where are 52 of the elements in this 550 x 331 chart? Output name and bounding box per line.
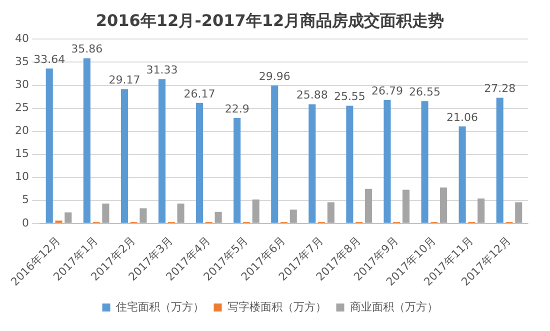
bar	[120, 89, 128, 223]
y-tick-label: 40	[14, 32, 29, 46]
data-label: 27.28	[484, 82, 516, 96]
data-label: 29.17	[108, 73, 140, 86]
bar	[140, 208, 147, 223]
data-label: 21.06	[446, 110, 478, 124]
data-label: 25.55	[334, 90, 366, 104]
data-label: 26.79	[371, 84, 403, 98]
bar	[234, 118, 241, 223]
data-label: 29.96	[258, 70, 290, 83]
bar	[271, 85, 278, 223]
bar	[196, 102, 204, 223]
bar	[64, 212, 72, 223]
bar	[177, 204, 184, 223]
legend-label: 商业面积（万方）	[350, 300, 438, 314]
bar	[421, 101, 428, 223]
data-label: 31.33	[146, 63, 178, 76]
bar	[327, 202, 334, 223]
bar	[214, 212, 222, 223]
bar	[384, 100, 391, 223]
data-label: 26.55	[409, 86, 441, 99]
bar	[440, 187, 448, 223]
bar	[364, 188, 372, 223]
bar	[402, 190, 410, 223]
y-tick-label: 30	[14, 78, 29, 92]
bar	[496, 98, 504, 223]
bar	[252, 199, 260, 223]
data-label: 22.9	[224, 102, 250, 116]
y-tick-label: 15	[14, 147, 29, 160]
y-tick-label: 25	[14, 101, 29, 114]
y-tick-label: 5	[22, 193, 29, 206]
data-label: 26.17	[184, 87, 216, 100]
bar	[158, 79, 166, 223]
bar	[458, 126, 466, 223]
bar	[46, 68, 53, 223]
y-tick-label: 10	[14, 170, 29, 184]
bar	[290, 210, 297, 223]
bar	[478, 198, 485, 223]
y-tick-label: 0	[22, 216, 29, 230]
bar	[83, 58, 90, 223]
chart-title: 2016年12月-2017年12月商品房成交面积走势	[96, 10, 444, 30]
bar	[346, 106, 354, 223]
y-tick-label: 35	[14, 55, 29, 68]
data-label: 25.88	[296, 88, 328, 102]
data-label: 35.86	[71, 42, 103, 56]
data-label: 33.64	[34, 52, 66, 66]
y-tick-label: 20	[14, 124, 29, 138]
bar	[308, 104, 316, 223]
legend-label: 住宅面积（万方）	[116, 300, 204, 314]
legend-label: 写字楼面积（万方）	[227, 300, 326, 314]
bar	[515, 202, 522, 223]
bar	[102, 204, 110, 223]
